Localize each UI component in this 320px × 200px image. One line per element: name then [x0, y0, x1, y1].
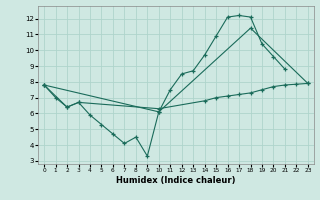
X-axis label: Humidex (Indice chaleur): Humidex (Indice chaleur): [116, 176, 236, 185]
